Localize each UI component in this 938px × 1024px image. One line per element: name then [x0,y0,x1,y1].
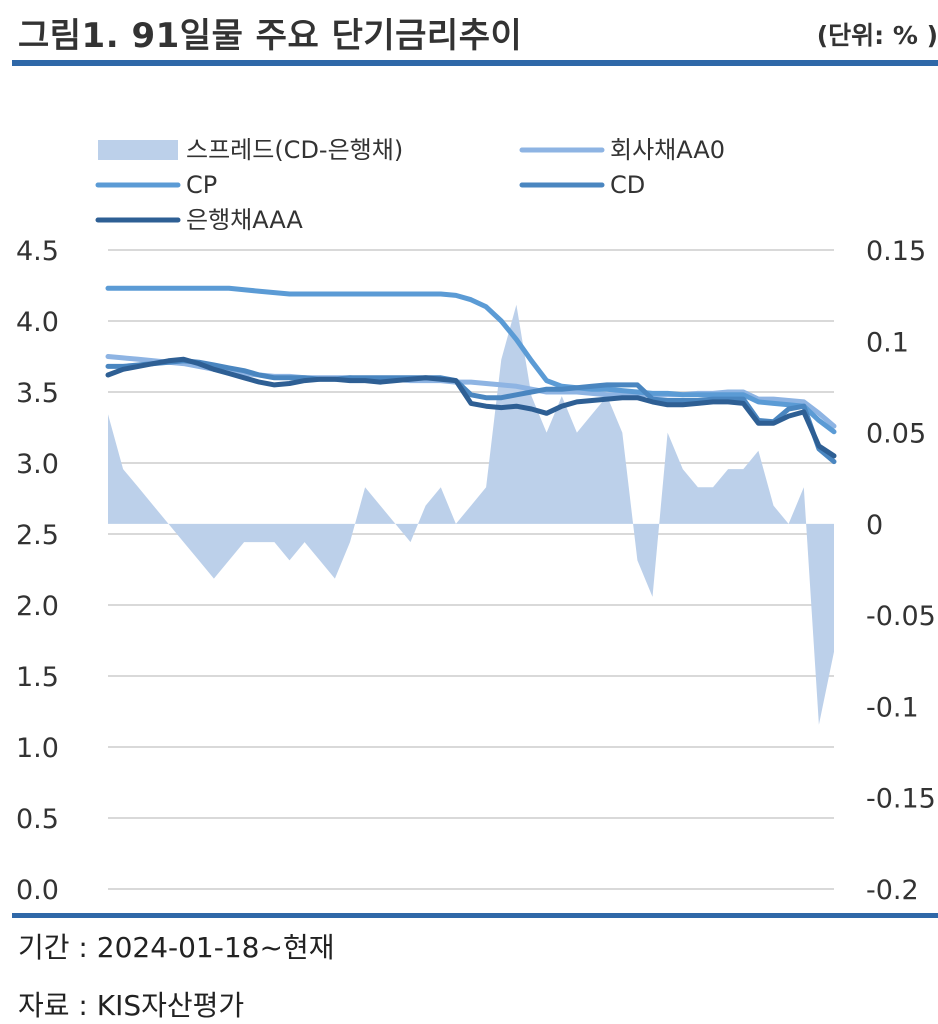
left-tick-label: 0.0 [16,875,59,906]
left-tick-label: 1.0 [16,733,59,764]
right-tick-label: -0.05 [866,601,936,632]
legend-label: 은행채AAA [186,206,303,234]
spread-area-series [108,304,834,725]
unit-label: (단위: % ) [816,21,938,50]
line-series-4 [105,356,837,459]
left-tick-label: 1.5 [16,662,59,693]
legend-label: 회사채AA0 [610,136,725,164]
source-note: 자료 : KIS자산평가 [18,989,245,1022]
left-tick-label: 4.0 [16,307,59,338]
line-series-3 [105,358,837,465]
top-rule [12,60,938,66]
plot-series [105,285,837,725]
right-tick-label: 0 [866,510,883,541]
left-tick-label: 0.5 [16,804,59,835]
period-note: 기간 : 2024-01-18~현재 [18,931,335,964]
bottom-rule [12,913,938,918]
legend-swatch-spread [98,140,178,160]
right-tick-label: 0.1 [866,327,909,358]
legend-label: CD [610,171,645,199]
legend-label: 스프레드(CD-은행채) [186,136,403,164]
left-tick-label: 3.5 [16,378,59,409]
line-series-2 [105,285,837,435]
right-tick-label: 0.15 [866,236,926,267]
right-tick-label: -0.2 [866,875,919,906]
left-tick-label: 2.5 [16,520,59,551]
right-tick-label: -0.15 [866,784,936,815]
right-axis: -0.2 -0.15 -0.1 -0.05 0 0.05 0.1 0.15 [866,236,936,906]
left-axis: 0.0 0.5 1.0 1.5 2.0 2.5 3.0 3.5 4.0 4.5 [16,236,59,906]
right-tick-label: 0.05 [866,419,926,450]
legend: 스프레드(CD-은행채) 회사채AA0 CP CD 은행채AAA [95,136,725,234]
chart-area: 0.0 0.5 1.0 1.5 2.0 2.5 3.0 3.5 4.0 4.5 -0.2 -0.15… [16,136,936,906]
left-tick-label: 2.0 [16,591,59,622]
left-tick-label: 4.5 [16,236,59,267]
right-tick-label: -0.1 [866,692,919,723]
chart-title: 그림1. 91일물 주요 단기금리추이 [18,16,523,56]
legend-label: CP [186,171,217,199]
left-tick-label: 3.0 [16,449,59,480]
